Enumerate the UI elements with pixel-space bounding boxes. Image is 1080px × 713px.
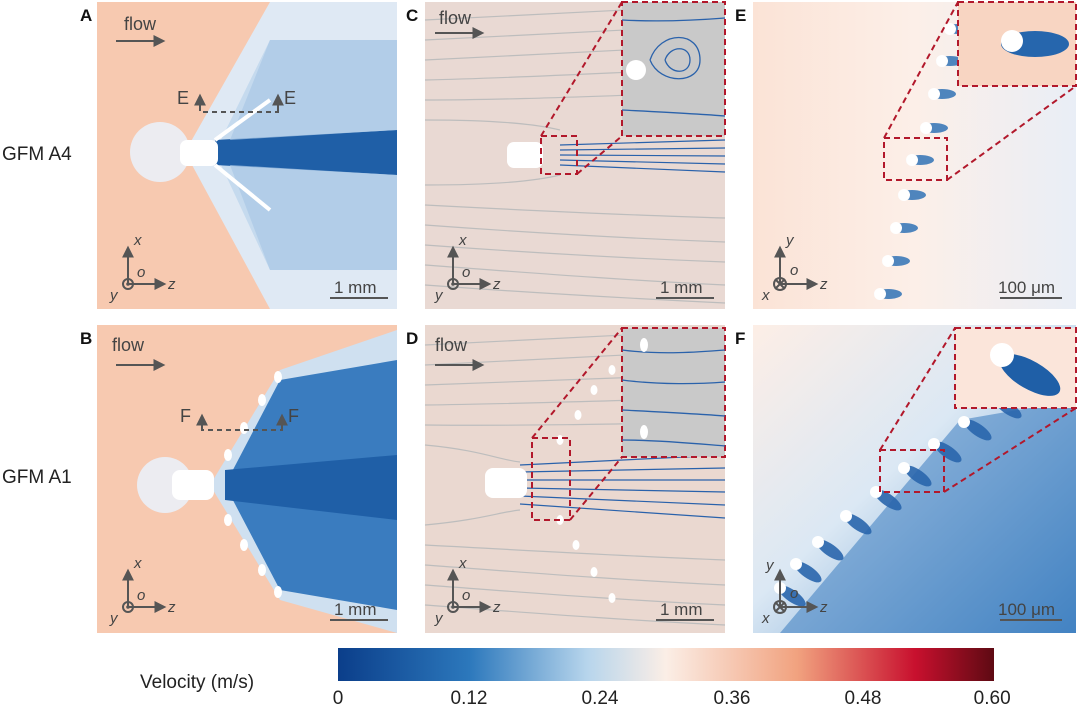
panel-d-origin: o xyxy=(462,587,471,604)
axis-triads xyxy=(122,245,819,614)
panel-f xyxy=(753,325,1077,633)
panel-d-letter: D xyxy=(406,329,419,348)
colorbar-tick: 0.24 xyxy=(581,688,619,709)
panel-a-axis-right: z xyxy=(168,276,176,293)
panel-a-origin: o xyxy=(137,264,146,281)
section-lines xyxy=(194,93,288,431)
panel-f-axis-right: z xyxy=(820,599,828,616)
colorbar-label: Velocity (m/s) xyxy=(140,672,255,693)
panel-d-axis-right: z xyxy=(493,599,501,616)
panel-f-axis-in: x xyxy=(762,610,770,627)
panel-b-letter: B xyxy=(80,329,93,348)
panel-e-axis-right: z xyxy=(820,276,828,293)
panel-b-section-right: F xyxy=(288,406,299,426)
flow-arrows xyxy=(116,27,485,371)
panel-c-axis-in: y xyxy=(435,287,443,304)
panel-c-axis-right: z xyxy=(493,276,501,293)
panel-e-fibers xyxy=(874,23,972,300)
panel-a-body xyxy=(180,140,218,166)
panel-a-upper-fin xyxy=(213,98,272,142)
panel-d-scale-label: 1 mm xyxy=(660,600,703,619)
panel-e-scale-label: 100 μm xyxy=(998,278,1056,297)
axis-dots xyxy=(126,282,455,609)
panel-c xyxy=(424,1,726,309)
panel-c-flow-label: flow xyxy=(439,8,472,28)
panel-c-wake-lines xyxy=(559,139,726,173)
row-label-a1: GFM A1 xyxy=(2,467,72,488)
panel-a-section-right: E xyxy=(284,88,297,108)
colorbar-tick: 0.60 xyxy=(973,688,1011,709)
panel-a-letter: A xyxy=(80,6,93,25)
panel-e-origin: o xyxy=(790,262,799,279)
panel-a-axis-up: x xyxy=(134,232,142,249)
panel-c-scale-label: 1 mm xyxy=(660,278,703,297)
panel-b xyxy=(97,325,397,633)
panel-d-inset xyxy=(621,327,726,458)
panel-c-axis-up: x xyxy=(459,232,467,249)
colorbar-tick: 0 xyxy=(332,688,344,709)
panel-f-zoom-box xyxy=(879,449,945,493)
panel-b-fibers xyxy=(224,371,282,598)
panel-b-section-left: F xyxy=(180,406,191,426)
panel-f-scale-label: 100 μm xyxy=(998,600,1056,619)
panel-f-axis-up: y xyxy=(766,557,774,574)
panel-c-origin: o xyxy=(462,264,471,281)
panel-c-zoom-box xyxy=(540,135,578,175)
panel-a-section-left: E xyxy=(177,88,190,108)
panel-d-wake-lines xyxy=(519,454,726,519)
panel-e-axis-in: x xyxy=(762,287,770,304)
panel-d-axis-in: y xyxy=(435,610,443,627)
panel-b-scale-label: 1 mm xyxy=(334,600,377,619)
colorbar-tick: 0.36 xyxy=(713,688,751,709)
panel-f-origin: o xyxy=(790,585,799,602)
scale-bars xyxy=(330,297,1062,621)
panel-c-letter: C xyxy=(406,6,419,25)
panel-d-fibers xyxy=(556,365,616,603)
panel-a-flow-label: flow xyxy=(124,14,157,34)
panel-a-wake xyxy=(215,130,397,175)
panel-d-axis-up: x xyxy=(459,555,467,572)
panel-f-fibers xyxy=(774,394,1022,607)
colorbar xyxy=(338,648,994,681)
panel-b-axis-in: y xyxy=(110,610,118,627)
panel-b-flow-label: flow xyxy=(112,335,145,355)
panel-d-flow-label: flow xyxy=(435,335,468,355)
panel-f-letter: F xyxy=(735,329,746,348)
panel-b-body xyxy=(172,470,214,500)
panel-b-axis-up: x xyxy=(134,555,142,572)
panel-a-axis-in: y xyxy=(110,287,118,304)
colorbar-tick: 0.12 xyxy=(450,688,488,709)
panel-e-letter: E xyxy=(735,6,747,25)
panel-b-axis-right: z xyxy=(168,599,176,616)
colorbar-tick: 0.48 xyxy=(844,688,882,709)
row-label-a4: GFM A4 xyxy=(2,144,72,165)
panel-d xyxy=(424,325,726,633)
panel-a-scale-label: 1 mm xyxy=(334,278,377,297)
panel-e-axis-up: y xyxy=(786,232,794,249)
panel-b-origin: o xyxy=(137,587,146,604)
panel-e xyxy=(753,1,1077,309)
panel-a xyxy=(97,2,397,309)
panel-e-zoom-box xyxy=(883,137,948,181)
panel-a-lower-fin xyxy=(213,163,272,212)
